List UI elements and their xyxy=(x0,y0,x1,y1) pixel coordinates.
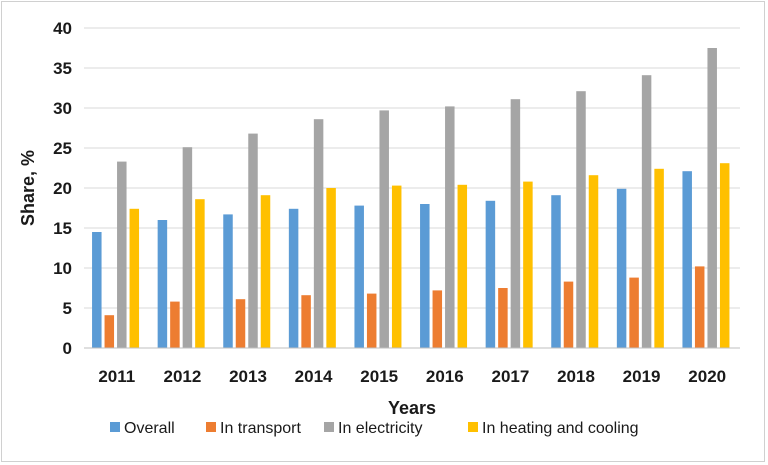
bar-in-transport-2011 xyxy=(104,315,115,348)
y-tick-label: 35 xyxy=(53,59,72,78)
bar-overall-2014 xyxy=(288,208,299,348)
legend-swatch xyxy=(324,422,334,432)
legend-swatch xyxy=(206,422,216,432)
bar-in-transport-2015 xyxy=(366,293,377,348)
bar-in-heating-and-cooling-2012 xyxy=(195,199,205,348)
bar-in-heating-and-cooling-2014 xyxy=(326,188,336,348)
bar-in-heating-and-cooling-2016 xyxy=(457,184,468,348)
y-tick-label: 30 xyxy=(53,99,72,118)
x-tick-label: 2017 xyxy=(491,367,529,386)
y-axis-title: Share, % xyxy=(18,150,38,226)
bar-in-electricity-2016 xyxy=(445,106,455,349)
bar-overall-2016 xyxy=(420,204,430,348)
bar-overall-2013 xyxy=(223,214,233,348)
bar-in-heating-and-cooling-2015 xyxy=(391,185,402,348)
bar-in-electricity-2015 xyxy=(379,110,389,349)
bar-in-heating-and-cooling-2011 xyxy=(129,208,140,348)
bar-in-transport-2017 xyxy=(498,288,508,348)
bar-in-electricity-2014 xyxy=(313,119,324,348)
x-axis-title: Years xyxy=(388,398,436,418)
x-tick-label: 2011 xyxy=(98,367,135,386)
y-tick-label: 0 xyxy=(63,339,72,358)
gridlines xyxy=(84,27,740,309)
y-tick-label: 20 xyxy=(53,179,72,198)
legend-label: Overall xyxy=(124,420,175,437)
y-tick-label: 5 xyxy=(63,299,72,318)
bar-in-electricity-2020 xyxy=(707,48,717,348)
bar-overall-2018 xyxy=(551,195,561,348)
legend-label: In transport xyxy=(220,420,301,437)
legend-item-in-electricity: In electricity xyxy=(324,420,422,437)
bar-in-transport-2013 xyxy=(235,299,246,348)
x-tick-label: 2012 xyxy=(163,367,201,386)
y-tick-labels: 0 5 10 15 20 25 30 35 40 xyxy=(53,19,72,358)
bar-in-transport-2014 xyxy=(301,295,311,348)
bar-in-electricity-2019 xyxy=(641,75,652,348)
legend-swatch xyxy=(468,422,478,432)
bar-in-electricity-2012 xyxy=(182,147,193,348)
x-tick-label: 2020 xyxy=(688,367,726,386)
bar-overall-2015 xyxy=(354,205,364,348)
x-tick-label: 2013 xyxy=(229,367,267,386)
bars xyxy=(92,48,730,349)
y-tick-label: 10 xyxy=(53,259,72,278)
legend-label: In heating and cooling xyxy=(482,420,639,437)
bar-in-electricity-2018 xyxy=(576,91,586,348)
bar-in-heating-and-cooling-2013 xyxy=(260,195,271,348)
bar-in-electricity-2017 xyxy=(510,99,521,348)
bar-in-transport-2018 xyxy=(563,281,574,348)
bar-in-heating-and-cooling-2018 xyxy=(588,175,599,348)
x-tick-label: 2018 xyxy=(557,367,595,386)
y-tick-label: 40 xyxy=(53,19,72,38)
x-tick-label: 2016 xyxy=(426,367,464,386)
x-tick-label: 2014 xyxy=(295,367,333,386)
legend-item-in-transport: In transport xyxy=(206,420,301,437)
bar-overall-2020 xyxy=(682,171,692,348)
x-tick-label: 2019 xyxy=(623,367,661,386)
x-tick-label: 2015 xyxy=(360,367,398,386)
bar-in-electricity-2013 xyxy=(248,133,258,348)
bar-overall-2012 xyxy=(157,220,168,348)
bar-overall-2019 xyxy=(616,188,627,348)
bar-in-electricity-2011 xyxy=(117,161,127,348)
bar-in-transport-2020 xyxy=(694,266,705,348)
bar-in-transport-2019 xyxy=(629,277,639,348)
legend-item-overall: Overall xyxy=(110,420,175,437)
bar-in-heating-and-cooling-2019 xyxy=(654,168,664,348)
legend: Overall In transport In electricity In heat… xyxy=(110,420,639,437)
y-tick-label: 15 xyxy=(53,219,72,238)
x-tick-labels: 2011 2012 2013 2014 2015 2016 2017 2018 2019 2020 xyxy=(98,367,726,386)
bar-in-heating-and-cooling-2017 xyxy=(523,181,533,348)
legend-swatch xyxy=(110,422,120,432)
bar-overall-2017 xyxy=(485,200,496,348)
bar-in-transport-2016 xyxy=(432,290,443,348)
bar-overall-2011 xyxy=(92,232,102,348)
legend-item-in-heating-and-cooling: In heating and cooling xyxy=(468,420,639,437)
bar-in-heating-and-cooling-2020 xyxy=(719,163,730,348)
legend-label: In electricity xyxy=(338,420,422,437)
y-tick-label: 25 xyxy=(53,139,72,158)
bar-in-transport-2012 xyxy=(170,301,180,348)
